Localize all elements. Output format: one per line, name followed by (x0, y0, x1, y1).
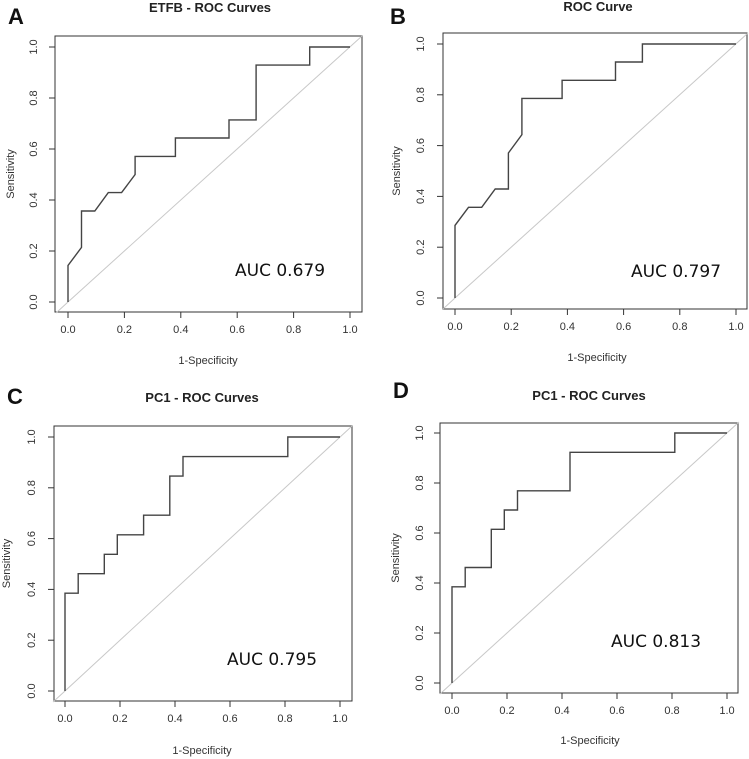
y-tick-label: 1.0 (28, 39, 40, 54)
reference-diagonal-ext (442, 297, 456, 310)
x-tick-label: 0.4 (554, 705, 569, 717)
x-axis-label: 1-Specificity (178, 355, 238, 367)
x-tick-label: 0.0 (444, 705, 459, 717)
y-tick-label: 0.0 (415, 290, 427, 305)
x-tick-label: 0.4 (560, 321, 575, 333)
y-axis-label: Sensitivity (1, 538, 13, 588)
y-tick-label: 0.6 (415, 138, 427, 153)
chart-title: ROC Curve (563, 0, 632, 14)
x-axis-label: 1-Specificity (567, 352, 627, 364)
x-tick-label: 0.0 (57, 713, 72, 725)
plot-frame (53, 425, 353, 702)
y-axis-label: Sensitivity (390, 533, 402, 583)
x-axis-label: 1-Specificity (172, 745, 232, 757)
x-tick-label: 0.4 (167, 713, 182, 725)
x-tick-label: 0.8 (664, 705, 679, 717)
y-tick-label: 0.2 (414, 625, 426, 640)
panel-label: A (8, 4, 24, 29)
y-tick-label: 0.4 (26, 582, 38, 597)
y-tick-label: 0.0 (28, 294, 40, 309)
auc-annotation: AUC 0.679 (235, 261, 325, 281)
reference-diagonal (67, 35, 363, 303)
y-tick-label: 0.4 (28, 192, 40, 207)
x-tick-label: 1.0 (719, 705, 734, 717)
x-tick-label: 0.6 (616, 321, 631, 333)
y-tick-label: 0.4 (415, 189, 427, 204)
x-tick-label: 1.0 (332, 713, 347, 725)
y-tick-label: 0.8 (28, 90, 40, 105)
roc-panel-c: C PC1 - ROC Curves 0.0 0.2 0.4 0.6 0.8 1.0 0.0 0.… (1, 384, 353, 757)
x-tick-label: 0.0 (447, 321, 462, 333)
y-tick-label: 0.2 (26, 633, 38, 648)
panel-label: B (390, 4, 406, 29)
y-tick-label: 0.6 (28, 141, 40, 156)
x-tick-label: 0.4 (173, 324, 188, 336)
roc-panel-b: B ROC Curve 0.0 0.2 0.4 0.6 0.8 1.0 0.0 0.2 0.4 0.6… (390, 0, 749, 364)
plot-frame (54, 35, 363, 313)
reference-diagonal (64, 425, 353, 692)
x-tick-label: 1.0 (728, 321, 743, 333)
x-tick-label: 0.8 (672, 321, 687, 333)
y-axis-label: Sensitivity (391, 146, 403, 196)
roc-curve-line (454, 43, 736, 298)
reference-diagonal-ext (55, 301, 69, 314)
y-tick-label: 0.6 (414, 525, 426, 540)
y-tick-label: 0.4 (414, 575, 426, 590)
chart-title: PC1 - ROC Curves (532, 388, 645, 403)
y-tick-label: 0.2 (28, 243, 40, 258)
x-axis-label: 1-Specificity (560, 735, 620, 747)
roc-panel-d: D PC1 - ROC Curves 0.0 0.2 0.4 0.6 0.8 1.0 0.0 0.… (390, 378, 740, 747)
x-tick-label: 0.2 (112, 713, 127, 725)
reference-diagonal-ext (52, 690, 66, 703)
x-tick-label: 0.0 (60, 324, 75, 336)
x-tick-label: 0.6 (222, 713, 237, 725)
y-tick-label: 1.0 (414, 425, 426, 440)
plot-frame (439, 422, 739, 694)
x-tick-label: 0.6 (230, 324, 245, 336)
y-axis-label: Sensitivity (5, 149, 17, 199)
roc-curve-line (67, 46, 350, 302)
auc-annotation: AUC 0.813 (611, 632, 701, 652)
y-tick-label: 0.8 (26, 480, 38, 495)
y-tick-label: 0.8 (415, 87, 427, 102)
y-tick-label: 0.0 (26, 683, 38, 698)
x-tick-label: 0.2 (499, 705, 514, 717)
x-tick-label: 1.0 (342, 324, 357, 336)
y-tick-label: 0.2 (415, 240, 427, 255)
panel-label: C (7, 384, 23, 409)
auc-annotation: AUC 0.795 (227, 650, 317, 670)
y-tick-label: 1.0 (26, 429, 38, 444)
x-tick-label: 0.8 (277, 713, 292, 725)
x-tick-label: 0.8 (286, 324, 301, 336)
y-tick-label: 1.0 (415, 36, 427, 51)
x-tick-label: 0.2 (117, 324, 132, 336)
y-tick-label: 0.8 (414, 475, 426, 490)
x-tick-label: 0.2 (504, 321, 519, 333)
panel-label: D (393, 378, 409, 403)
reference-diagonal (451, 421, 740, 684)
reference-diagonal (454, 32, 749, 299)
chart-title: ETFB - ROC Curves (149, 0, 271, 15)
chart-title: PC1 - ROC Curves (145, 390, 258, 405)
y-tick-label: 0.0 (414, 675, 426, 690)
plot-frame (442, 32, 748, 310)
auc-annotation: AUC 0.797 (631, 262, 721, 282)
x-tick-label: 0.6 (609, 705, 624, 717)
reference-diagonal-ext (439, 682, 453, 695)
y-tick-label: 0.6 (26, 531, 38, 546)
roc-panel-a: A ETFB - ROC Curves 0.0 0.2 0.4 0.6 0.8 1.0 0.0 0… (5, 0, 363, 367)
